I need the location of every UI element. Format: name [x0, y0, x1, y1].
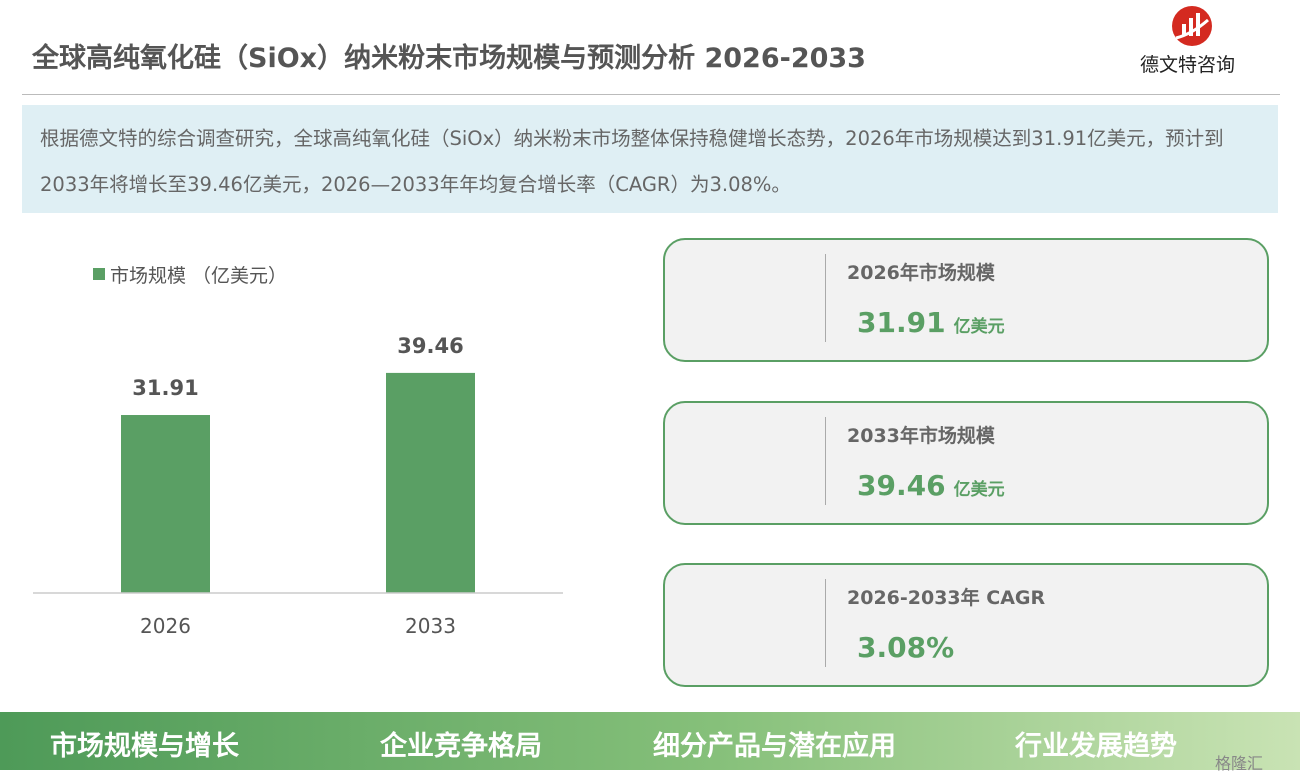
card-unit: 亿美元: [953, 317, 1005, 337]
card-divider: [825, 579, 826, 667]
title: 全球高纯氧化硅（SiOx）纳米粉末市场规模与预测分析 2026-2033: [32, 43, 866, 74]
card-value: 3.08%: [857, 631, 955, 664]
divider: [22, 94, 1280, 95]
card-label: 2033年市场规模: [847, 425, 995, 447]
card-value: 31.91: [857, 306, 946, 339]
chart: 市场规模 （亿美元） 2026 31.91 2033 39.46: [33, 265, 563, 638]
card-label: 2026-2033年 CAGR: [847, 587, 1046, 609]
legend-label: 市场规模 （亿美元）: [110, 265, 287, 287]
card-value-row: 31.91 亿美元: [857, 306, 1005, 339]
x-tick-label: 2026: [140, 614, 191, 638]
stat-card: 2033年市场规模 39.46 亿美元: [663, 401, 1269, 525]
watermark: 格隆汇: [1215, 754, 1264, 773]
legend-swatch: [93, 268, 105, 280]
footer: 市场规模与增长 企业竞争格局 细分产品与潜在应用 行业发展趋势: [0, 712, 1300, 770]
card-value-row: 39.46 亿美元: [857, 469, 1005, 502]
value-label: 39.46: [397, 334, 463, 358]
footer-tab: 市场规模与增长: [50, 731, 239, 762]
stat-card: 2026-2033年 CAGR 3.08%: [663, 563, 1269, 687]
summary: 根据德文特的综合调查研究，全球高纯氧化硅（SiOx）纳米粉末市场整体保持稳健增长…: [22, 105, 1278, 213]
card-divider: [825, 254, 826, 342]
card-value: 39.46: [857, 469, 946, 502]
card-unit: 亿美元: [953, 480, 1005, 500]
card-divider: [825, 417, 826, 505]
footer-tab: 企业竞争格局: [380, 731, 542, 762]
stat-card: 2026年市场规模 31.91 亿美元: [663, 238, 1269, 362]
value-label: 31.91: [132, 376, 198, 400]
logo-icon: [1172, 6, 1212, 46]
bar: [386, 372, 475, 593]
card-label: 2026年市场规模: [847, 262, 995, 284]
card-value-row: 3.08%: [857, 631, 954, 664]
x-tick-label: 2033: [405, 614, 456, 638]
brand: 德文特咨询: [1140, 54, 1236, 76]
bar: [121, 415, 210, 593]
footer-tab: 行业发展趋势: [1015, 731, 1177, 762]
footer-tab: 细分产品与潜在应用: [653, 731, 896, 762]
